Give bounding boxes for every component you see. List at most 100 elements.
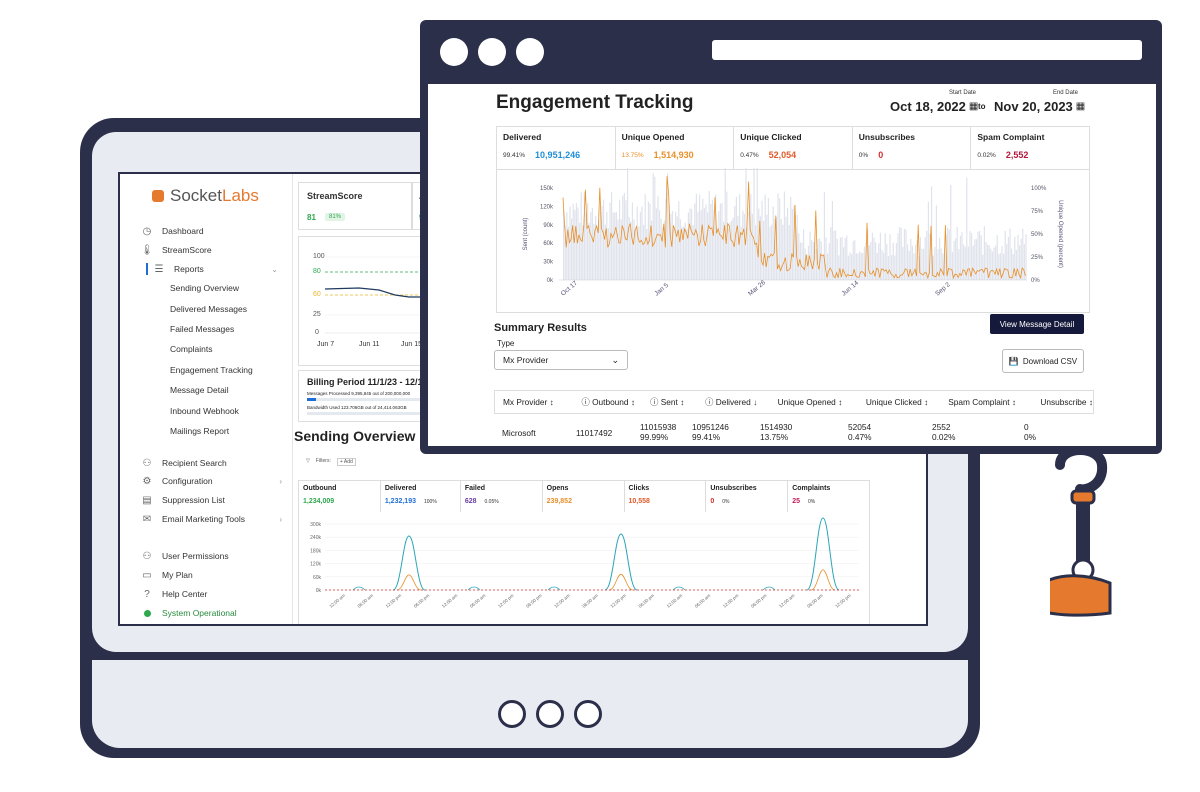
- window-dot[interactable]: [516, 38, 544, 66]
- sent-bar: [740, 226, 742, 280]
- subnav-mailings-report[interactable]: Mailings Report: [170, 426, 230, 436]
- metric-card[interactable]: Unique Opened 13.75% 1,514,930: [616, 127, 735, 169]
- x-tick: Sep 2: [934, 281, 952, 298]
- summary-title: Summary Results: [494, 322, 587, 334]
- col-sent[interactable]: ⓘ Sent ↕: [642, 396, 697, 408]
- download-csv-button[interactable]: 💾 Download CSV: [1002, 349, 1084, 373]
- sent-bar: [759, 216, 761, 280]
- table-row[interactable]: Microsoft 11017492 11015938 99.99% 10951…: [494, 418, 1092, 444]
- nav-my-plan[interactable]: ▭ My Plan: [142, 570, 193, 581]
- subnav-complaints[interactable]: Complaints: [170, 344, 213, 354]
- filters-bar[interactable]: ▽ Filters: + Add: [306, 458, 356, 466]
- sending-stat-card[interactable]: Delivered 1,232,193 100%: [381, 481, 461, 513]
- metric-card[interactable]: Delivered 99.41% 10,951,246: [497, 127, 616, 169]
- nav-configuration[interactable]: ⚙ Configuration ›: [142, 476, 282, 487]
- sent-bar: [801, 242, 803, 280]
- sent-bar: [739, 194, 741, 280]
- col-spam-complaint[interactable]: Spam Complaint ↕: [940, 397, 1032, 407]
- calendar-icon: ▦: [968, 101, 979, 112]
- nav-user-permissions[interactable]: ⚇ User Permissions: [142, 551, 229, 562]
- metric-card[interactable]: Unsubscribes 0% 0: [853, 127, 972, 169]
- end-date[interactable]: Nov 20, 2023 ▦: [994, 99, 1085, 114]
- x-tick: Jun 7: [317, 341, 335, 348]
- metric-card[interactable]: Unique Clicked 0.47% 52,054: [734, 127, 853, 169]
- sent-bar: [897, 233, 899, 280]
- active-indicator: [146, 263, 148, 275]
- subnav-engagement-tracking[interactable]: Engagement Tracking: [170, 365, 253, 375]
- sending-stats: Outbound 1,234,009 Delivered 1,232,193 1…: [298, 480, 870, 514]
- sent-bar: [963, 244, 965, 280]
- nav-help-center[interactable]: ? Help Center: [142, 589, 207, 600]
- sent-bar: [564, 225, 566, 280]
- col-unsubscribe[interactable]: Unsubscribe ↕: [1032, 397, 1093, 407]
- sending-stat-card[interactable]: Clicks 10,558: [625, 481, 707, 513]
- date-range[interactable]: Start Date Oct 18, 2022 ▦ to End Date Nov…: [888, 90, 1086, 120]
- sent-bar: [964, 246, 966, 280]
- nav-recipient-search[interactable]: ⚇ Recipient Search: [142, 458, 227, 469]
- sent-bar: [927, 201, 929, 280]
- sending-stat-card[interactable]: Failed 628 0.05%: [461, 481, 543, 513]
- subnav-inbound-webhook[interactable]: Inbound Webhook: [170, 406, 239, 416]
- subnav-delivered-messages[interactable]: Delivered Messages: [170, 304, 248, 314]
- nav-dashboard[interactable]: ◷ Dashboard: [142, 226, 204, 237]
- cell-sent-pct: 99.99%: [640, 432, 669, 442]
- sending-stat-card[interactable]: Complaints 25 0%: [788, 481, 869, 513]
- sending-peak: [806, 517, 840, 591]
- subnav-message-detail[interactable]: Message Detail: [170, 385, 229, 395]
- add-filter-button[interactable]: + Add: [336, 458, 356, 466]
- view-message-detail-button[interactable]: View Message Detail: [990, 314, 1084, 334]
- nav-email-marketing-tools[interactable]: ✉ Email Marketing Tools ›: [142, 514, 282, 525]
- sent-bar: [995, 245, 997, 280]
- subnav-failed-messages[interactable]: Failed Messages: [170, 324, 235, 334]
- stat-value: 1,232,193: [384, 498, 416, 505]
- sending-stat-card[interactable]: Unsubscribes 0 0%: [706, 481, 789, 513]
- x-tick: Jun 11: [359, 341, 380, 348]
- y-left-tick: 0k: [547, 278, 554, 284]
- sent-bar: [649, 203, 651, 280]
- stat-label: Delivered: [384, 485, 417, 492]
- sending-stat-card[interactable]: Outbound 1,234,009: [299, 481, 381, 513]
- cell-spam-pct: 0.02%: [932, 432, 956, 442]
- x-tick: 06:00 pm: [413, 593, 431, 609]
- billing-bandwidth: Bandwidth Used 123.706GB out of 24,414.0…: [307, 405, 407, 410]
- sending-stat-card[interactable]: Opens 239,852: [543, 481, 625, 513]
- nav-reports[interactable]: ☰ Reports ⌄: [154, 263, 278, 275]
- sent-bar: [868, 245, 870, 280]
- col-unique-clicked[interactable]: Unique Clicked ↕: [858, 397, 940, 407]
- cell-clicked-pct: 0.47%: [848, 432, 872, 442]
- stat-value: 239,852: [546, 498, 572, 505]
- nav-label: My Plan: [162, 570, 193, 580]
- metric-value: 1,514,930: [653, 150, 694, 160]
- subnav-sending-overview[interactable]: Sending Overview: [170, 283, 239, 293]
- streamscore-card[interactable]: StreamScore 81 81%: [298, 182, 412, 230]
- start-date[interactable]: Oct 18, 2022 ▦: [890, 99, 978, 114]
- metric-card[interactable]: Spam Complaint 0.02% 2,552: [971, 127, 1089, 169]
- window-dot[interactable]: [440, 38, 468, 66]
- end-date-label: End Date: [1052, 90, 1078, 96]
- sent-bar: [863, 246, 865, 280]
- address-bar[interactable]: [712, 40, 1142, 60]
- nav-streamscore[interactable]: 🌡 StreamScore: [141, 245, 212, 256]
- socketlabs-logo[interactable]: SocketLabs: [152, 186, 259, 206]
- metric-pct: 0.02%: [977, 151, 996, 159]
- col-outbound[interactable]: ⓘ Outbound ↕: [573, 396, 642, 408]
- chevron-right-icon: ›: [279, 476, 282, 486]
- sort-icon: ↕: [680, 397, 685, 407]
- system-status[interactable]: System Operational: [142, 608, 237, 618]
- nav-suppression-list[interactable]: ▤ Suppression List: [142, 495, 225, 506]
- sent-bar: [942, 253, 944, 280]
- sending-chart-svg: 300k 240k 180k 120k 60k 0k 12:00 am 06:00 am 12:…: [310, 517, 859, 609]
- type-select[interactable]: Mx Provider ⌄: [494, 350, 628, 370]
- sent-bar: [860, 252, 862, 280]
- info-icon: ⓘ: [705, 397, 714, 407]
- sent-bar: [1014, 236, 1016, 280]
- window-dot[interactable]: [478, 38, 506, 66]
- col-mx-provider[interactable]: Mx Provider ↕: [495, 397, 573, 407]
- reports-icon: ☰: [154, 263, 164, 275]
- col-delivered[interactable]: ⓘ Delivered ↓: [697, 396, 770, 408]
- start-date-label: Start Date: [948, 90, 976, 96]
- hook-illustration: [1050, 445, 1112, 617]
- stat-pct: 0%: [807, 498, 816, 505]
- col-unique-opened[interactable]: Unique Opened ↕: [770, 397, 858, 407]
- chevron-down-icon: ⌄: [271, 264, 278, 274]
